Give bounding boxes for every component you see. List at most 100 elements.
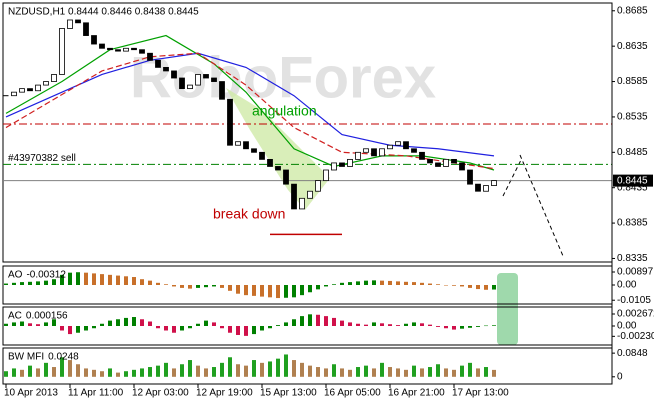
x-tick-label: 17 Apr 13:00 — [452, 388, 509, 399]
candle — [43, 81, 49, 86]
histogram-bar — [260, 285, 264, 297]
histogram-bar — [76, 326, 80, 333]
annotation: break down — [213, 206, 285, 222]
histogram-bar — [36, 324, 40, 326]
histogram-bar — [60, 357, 64, 377]
candle — [147, 52, 153, 61]
candle — [19, 88, 25, 93]
histogram-bar — [204, 368, 208, 377]
histogram-bar — [404, 369, 408, 377]
histogram-bar — [308, 285, 312, 293]
histogram-bar — [180, 326, 184, 331]
histogram-bar — [196, 323, 200, 326]
indicator-name: AC — [8, 311, 22, 322]
x-tick-label: 16 Apr 05:00 — [324, 388, 381, 399]
histogram-bar — [492, 325, 496, 326]
histogram-bar — [396, 368, 400, 377]
histogram-bar — [68, 360, 72, 377]
histogram-bar — [244, 285, 248, 296]
histogram-bar — [268, 285, 272, 298]
histogram-bar — [28, 365, 32, 377]
histogram-bar — [252, 326, 256, 335]
histogram-bar — [460, 326, 464, 329]
histogram-bar — [492, 369, 496, 377]
candle — [395, 141, 401, 146]
histogram-bar — [364, 280, 368, 285]
histogram-bar — [108, 368, 112, 377]
indicator-value: 0.000156 — [26, 311, 68, 322]
y-tick-label: 0.8585 — [617, 76, 648, 87]
histogram-bar — [100, 274, 104, 285]
histogram-bar — [428, 324, 432, 326]
histogram-bar — [484, 367, 488, 377]
histogram-bar — [420, 323, 424, 326]
candle — [275, 166, 281, 171]
histogram-bar — [52, 367, 56, 377]
histogram-bar — [484, 285, 488, 290]
histogram-bar — [452, 369, 456, 377]
histogram-bar — [380, 362, 384, 377]
histogram-bar — [300, 316, 304, 326]
histogram-bar — [132, 369, 136, 377]
x-tick-label: 15 Apr 13:00 — [260, 388, 317, 399]
histogram-bar — [108, 274, 112, 285]
histogram-bar — [60, 326, 64, 331]
histogram-bar — [236, 285, 240, 294]
histogram-bar — [356, 323, 360, 326]
candle — [419, 151, 425, 160]
histogram-bar — [28, 323, 32, 326]
histogram-bar — [364, 365, 368, 377]
histogram-bar — [260, 362, 264, 377]
histogram-bar — [468, 362, 472, 377]
histogram-bar — [260, 326, 264, 331]
histogram-bar — [188, 326, 192, 329]
y-tick-label: 0.8685 — [617, 5, 648, 16]
y-tick-label: -0.0105 — [617, 295, 651, 306]
histogram-bar — [164, 326, 168, 331]
histogram-bar — [124, 276, 128, 285]
histogram-bar — [484, 325, 488, 327]
histogram-bar — [332, 284, 336, 285]
histogram-bar — [292, 319, 296, 326]
y-tick-label: -0.00230 — [617, 331, 654, 342]
candle — [323, 169, 329, 182]
histogram-bar — [380, 323, 384, 326]
candle — [491, 180, 497, 186]
histogram-bar — [388, 280, 392, 285]
histogram-bar — [212, 322, 216, 326]
candle — [411, 148, 417, 153]
chart-title: NZDUSD,H1 0.8444 0.8446 0.8438 0.8445 — [8, 7, 199, 18]
histogram-bar — [12, 368, 16, 377]
candle — [187, 84, 193, 90]
histogram-bar — [444, 326, 448, 329]
histogram-bar — [44, 362, 48, 377]
histogram-bar — [476, 285, 480, 290]
candle — [443, 158, 449, 167]
histogram-bar — [332, 364, 336, 377]
histogram-bar — [156, 365, 160, 377]
histogram-bar — [276, 325, 280, 326]
candle — [59, 28, 65, 75]
candle — [355, 151, 361, 160]
histogram-bar — [340, 320, 344, 326]
histogram-bar — [348, 322, 352, 326]
histogram-bar — [20, 321, 24, 326]
candle — [483, 185, 489, 192]
histogram-bar — [220, 362, 224, 377]
histogram-bar — [84, 368, 88, 377]
histogram-bar — [188, 360, 192, 377]
candle — [387, 144, 393, 150]
candle — [307, 190, 313, 199]
y-tick-label: 0.8635 — [617, 41, 648, 52]
candle — [243, 141, 249, 150]
histogram-bar — [204, 320, 208, 326]
histogram-bar — [372, 280, 376, 285]
histogram-bar — [140, 319, 144, 326]
y-tick-label: 0.00 — [617, 280, 637, 291]
candle — [299, 197, 305, 210]
histogram-bar — [20, 369, 24, 377]
indicator-name: BW MFI — [8, 352, 44, 363]
candle — [451, 158, 457, 164]
histogram-bar — [300, 285, 304, 296]
